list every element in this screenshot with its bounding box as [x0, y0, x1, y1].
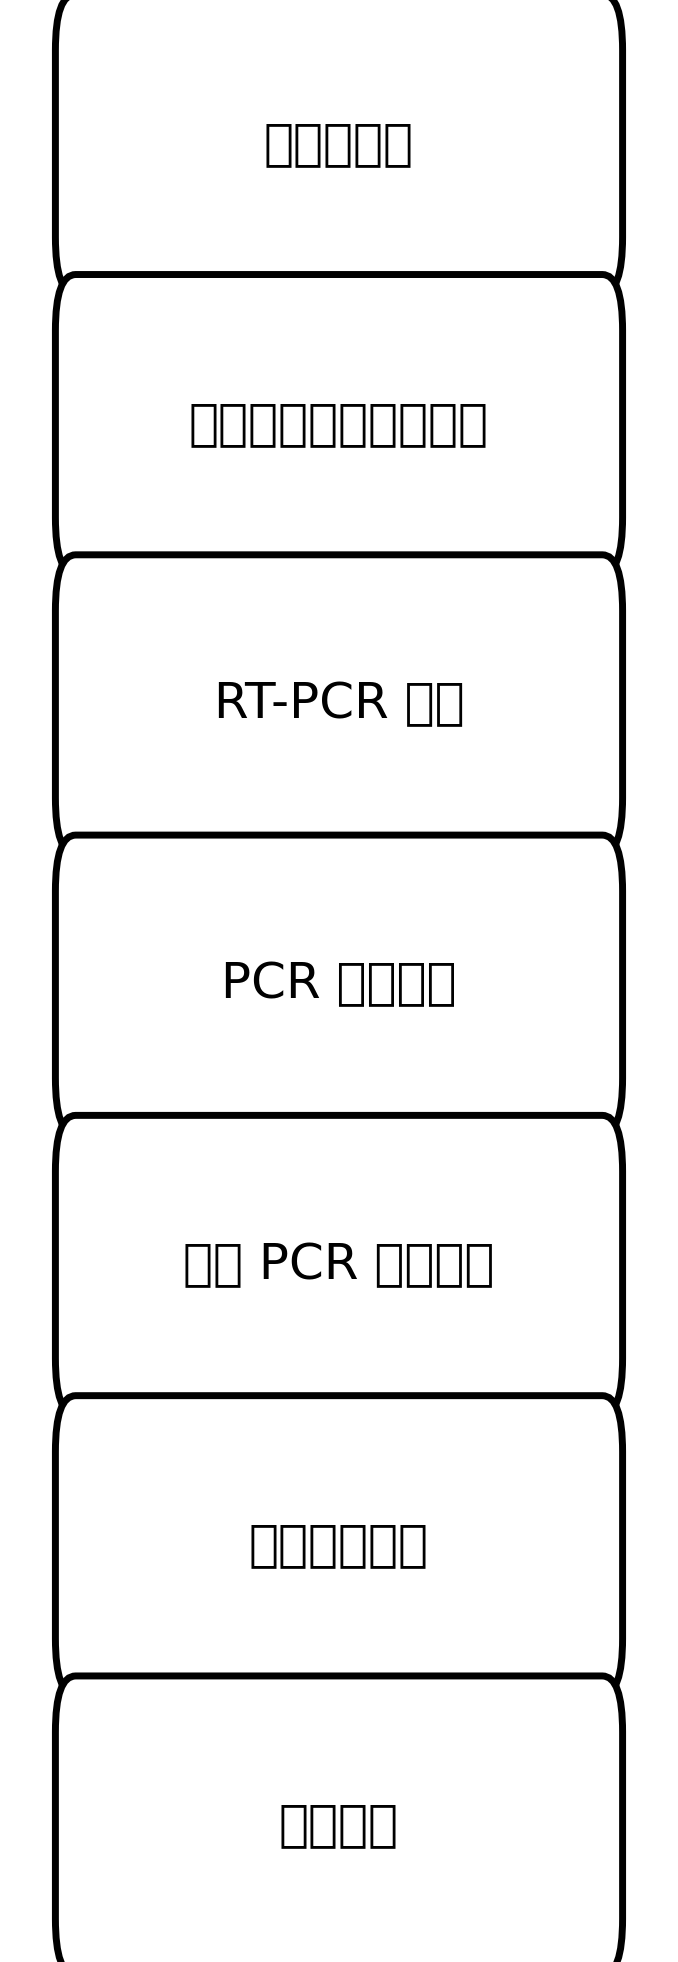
Text: RT-PCR 扩增: RT-PCR 扩增: [214, 681, 464, 728]
FancyBboxPatch shape: [56, 1114, 622, 1415]
FancyBboxPatch shape: [56, 1395, 622, 1695]
FancyBboxPatch shape: [56, 1676, 622, 1962]
Text: 测序 PCR 扩增产物: 测序 PCR 扩增产物: [183, 1240, 495, 1289]
Text: 测序产物纯化: 测序产物纯化: [249, 1521, 429, 1570]
FancyBboxPatch shape: [56, 836, 622, 1134]
Text: 配扩增体系: 配扩增体系: [264, 120, 414, 167]
Text: 上机测序: 上机测序: [279, 1801, 399, 1850]
Text: PCR 产物纯化: PCR 产物纯化: [221, 961, 457, 1008]
FancyBboxPatch shape: [56, 555, 622, 853]
Text: 提取组织或者病毒核酸: 提取组织或者病毒核酸: [189, 400, 489, 447]
FancyBboxPatch shape: [56, 275, 622, 573]
FancyBboxPatch shape: [56, 0, 622, 292]
